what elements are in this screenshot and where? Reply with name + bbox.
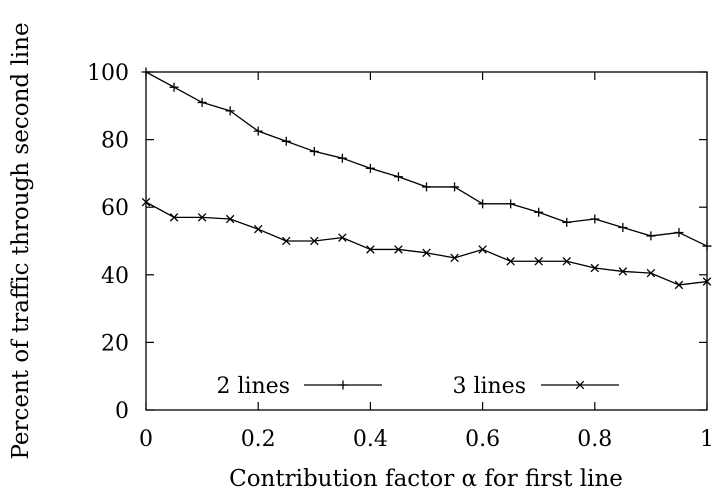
data-point xyxy=(394,245,403,254)
plot-frame xyxy=(145,71,708,411)
data-point xyxy=(169,82,179,92)
y-tick-label: 100 xyxy=(87,61,129,86)
axis-ticks: 0 0.2 0.4 0.6 0.8 1 0 20 40 60 80 100 xyxy=(87,61,713,452)
data-point xyxy=(365,163,375,173)
legend-label: 3 lines xyxy=(452,374,526,399)
data-point xyxy=(338,233,347,242)
data-point xyxy=(225,214,235,224)
data-point xyxy=(478,245,487,254)
data-point xyxy=(618,222,628,232)
data-point xyxy=(618,267,628,276)
data-point xyxy=(562,217,572,227)
data-point xyxy=(562,257,572,266)
data-point xyxy=(506,199,516,209)
data-point xyxy=(169,213,179,222)
data-point xyxy=(646,231,656,241)
legend-entry: 3 lines xyxy=(452,374,619,399)
x-tick-label: 0.8 xyxy=(577,427,612,452)
data-point xyxy=(702,277,712,286)
y-tick-label: 20 xyxy=(101,331,129,356)
data-point xyxy=(674,280,684,290)
x-tick-label: 0.6 xyxy=(465,427,500,452)
series-1 xyxy=(141,67,712,251)
data-point xyxy=(309,146,319,156)
data-point xyxy=(450,253,459,263)
y-tick-label: 80 xyxy=(101,129,129,154)
series-2 xyxy=(141,197,712,290)
data-point xyxy=(337,153,347,163)
y-axis-label: Percent of traffic through second line xyxy=(8,22,34,459)
legend-entry: 2 lines xyxy=(216,374,382,399)
x-tick-label: 0.2 xyxy=(241,427,276,452)
data-point xyxy=(478,199,488,209)
y-tick-label: 0 xyxy=(115,399,129,424)
series-line xyxy=(145,71,708,247)
data-point xyxy=(590,263,600,273)
data-point xyxy=(450,182,460,192)
data-point xyxy=(506,257,515,266)
x-tick-label: 1 xyxy=(700,427,713,452)
data-point xyxy=(646,268,656,278)
series-line xyxy=(145,201,708,286)
y-tick-label: 60 xyxy=(101,196,129,221)
data-point xyxy=(393,172,403,182)
y-tick-label: 40 xyxy=(101,264,129,289)
data-point xyxy=(366,245,375,254)
data-point xyxy=(310,236,319,246)
data-point xyxy=(702,241,712,251)
data-point xyxy=(422,248,431,258)
data-point xyxy=(422,182,431,192)
x-tick-label: 0 xyxy=(139,427,153,452)
data-point xyxy=(281,136,291,146)
series-lines xyxy=(141,67,712,290)
legend-marker xyxy=(338,380,348,390)
legend-marker xyxy=(575,380,585,390)
data-point xyxy=(141,197,151,207)
data-point xyxy=(281,236,291,246)
x-tick-label: 0.4 xyxy=(353,427,388,452)
legend: 2 lines 3 lines xyxy=(216,374,619,399)
x-axis-label: Contribution factor α for first line xyxy=(229,466,623,492)
data-point xyxy=(253,224,263,234)
data-point xyxy=(197,97,207,107)
data-point xyxy=(674,228,684,238)
data-point xyxy=(253,126,263,136)
data-point xyxy=(225,106,235,116)
data-point xyxy=(197,213,207,222)
data-point xyxy=(141,67,151,77)
data-point xyxy=(534,257,543,266)
legend-label: 2 lines xyxy=(216,374,290,399)
data-point xyxy=(534,207,544,217)
data-point xyxy=(590,214,600,224)
